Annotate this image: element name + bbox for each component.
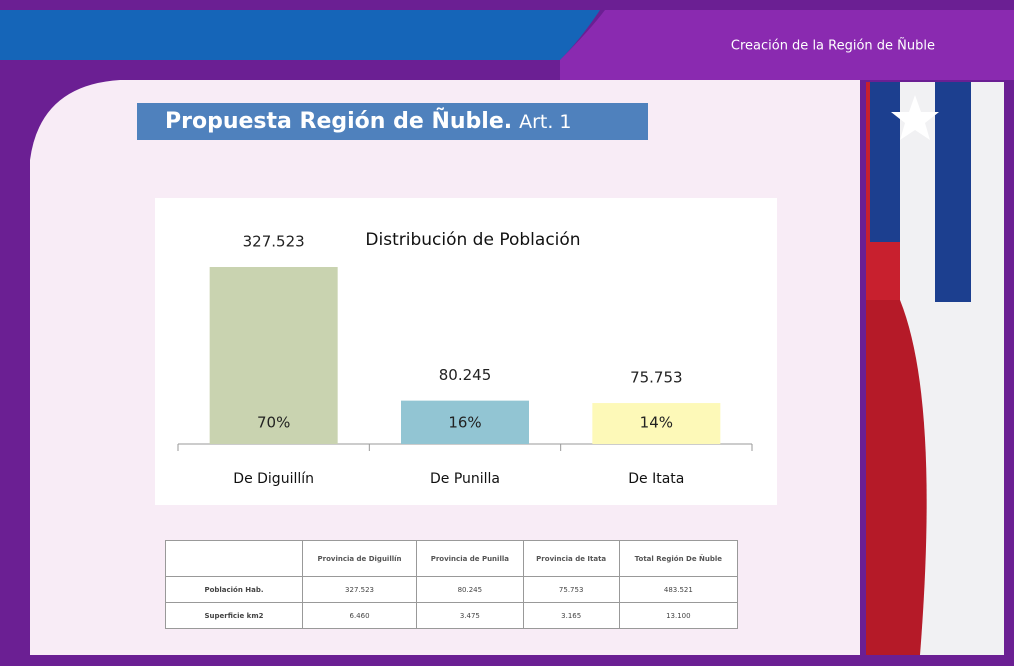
table-cell: Provincia de Punilla bbox=[416, 540, 524, 577]
chart-title: Distribución de Población bbox=[365, 230, 580, 250]
table-row: Superficie km2 6.460 3.475 3.165 13.100 bbox=[165, 602, 739, 629]
table-cell: Provincia de Itata bbox=[522, 540, 620, 577]
table-cell: 80.245 bbox=[416, 576, 524, 603]
table-cell: 483.521 bbox=[618, 576, 739, 603]
value-label: 80.245 bbox=[439, 366, 492, 384]
x-tick-label: De Punilla bbox=[430, 471, 500, 487]
bar bbox=[592, 403, 721, 444]
slide-title: Propuesta Región de Ñuble. Art. 1 bbox=[165, 108, 572, 134]
value-label: 327.523 bbox=[243, 233, 305, 251]
flag-blue bbox=[935, 82, 971, 302]
table-cell: Población Hab. bbox=[165, 576, 303, 603]
table-row: Población Hab. 327.523 80.245 75.753 483.521 bbox=[165, 576, 739, 603]
share-label: 14% bbox=[640, 414, 673, 432]
table-cell: 13.100 bbox=[618, 602, 739, 629]
flag-fold bbox=[866, 300, 927, 655]
table-cell bbox=[165, 540, 303, 577]
caption: Creación de la Región de Ñuble bbox=[731, 38, 935, 54]
table-cell: 327.523 bbox=[301, 576, 418, 603]
table-cell: 75.753 bbox=[522, 576, 620, 603]
table-cell: 6.460 bbox=[301, 602, 418, 629]
value-label: 75.753 bbox=[630, 369, 683, 387]
bar bbox=[401, 400, 529, 444]
bar bbox=[209, 267, 338, 444]
table-cell: 3.475 bbox=[416, 602, 524, 629]
header-purple bbox=[560, 10, 1014, 80]
share-label: 16% bbox=[448, 414, 481, 432]
table-row: Provincia de Diguillín Provincia de Punil… bbox=[165, 540, 739, 577]
title-rest: Art. 1 bbox=[519, 111, 571, 133]
share-label: 70% bbox=[257, 414, 290, 432]
x-tick-label: De Itata bbox=[628, 471, 684, 487]
x-tick-label: De Diguillín bbox=[233, 471, 314, 487]
table-cell: 3.165 bbox=[522, 602, 620, 629]
flag-star bbox=[891, 95, 939, 140]
table-cell: Provincia de Diguillín bbox=[301, 540, 418, 577]
title-bold: Propuesta Región de Ñuble. bbox=[165, 108, 512, 134]
header-blue bbox=[0, 10, 600, 60]
table-cell: Superficie km2 bbox=[165, 602, 303, 629]
flag-blue bbox=[870, 82, 900, 242]
data-table: Provincia de Diguillín Provincia de Punil… bbox=[165, 540, 739, 629]
title-box bbox=[137, 103, 648, 140]
table-cell: Total Región De Ñuble bbox=[618, 540, 739, 577]
